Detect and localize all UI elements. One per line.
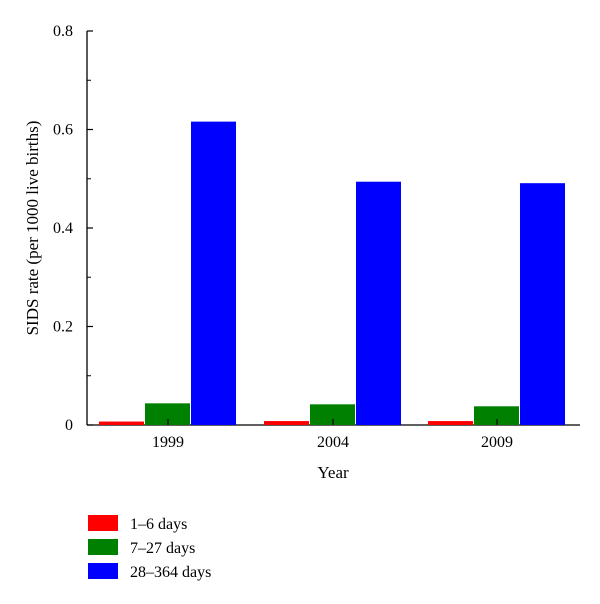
- x-ticks: 1999 2004 2009: [152, 419, 513, 451]
- y-ticks: 0 0.2 0.4 0.6 0.8: [53, 23, 93, 434]
- axes: [86, 31, 580, 426]
- x-tick-label: 1999: [152, 434, 184, 451]
- y-tick-label: 0.2: [53, 319, 73, 336]
- bar-2004-1: [264, 421, 309, 425]
- x-tick-label: 2004: [317, 434, 349, 451]
- legend-swatch: [88, 539, 118, 555]
- bar-1999-2: [145, 403, 190, 425]
- legend-swatch: [88, 515, 118, 531]
- bar-1999-1: [99, 421, 144, 425]
- bar-2004-3: [356, 181, 401, 425]
- legend-label: 7–27 days: [130, 540, 195, 557]
- legend-label: 1–6 days: [130, 516, 187, 533]
- y-tick-label: 0.8: [53, 23, 73, 40]
- bars: [99, 121, 565, 426]
- bar-2004-2: [310, 404, 355, 425]
- y-tick-label: 0: [65, 417, 73, 434]
- x-axis-title: Year: [317, 463, 349, 482]
- bar-1999-3: [191, 121, 236, 426]
- bar-2009-3: [520, 183, 565, 425]
- y-tick-label: 0.6: [53, 122, 73, 139]
- legend: 1–6 days 7–27 days 28–364 days: [88, 515, 211, 581]
- bar-2009-2: [474, 406, 519, 425]
- bar-2009-1: [428, 421, 473, 425]
- legend-label: 28–364 days: [130, 564, 211, 581]
- y-axis-title: SIDS rate (per 1000 live births): [23, 121, 42, 336]
- legend-swatch: [88, 563, 118, 579]
- x-tick-label: 2009: [481, 434, 513, 451]
- y-tick-label: 0.4: [53, 220, 73, 237]
